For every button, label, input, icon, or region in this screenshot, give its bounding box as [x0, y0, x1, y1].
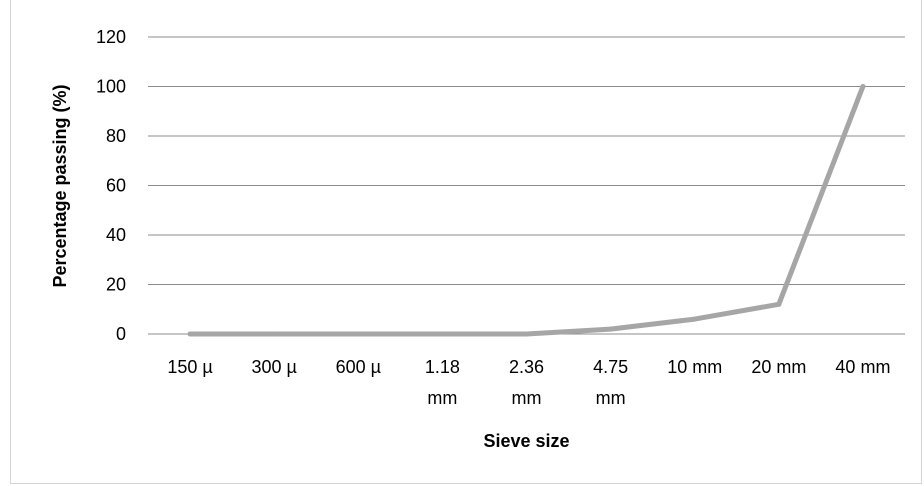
y-tick-label: 80 [106, 126, 126, 146]
data-point [608, 326, 614, 332]
data-point [439, 331, 445, 337]
x-tick-label: 2.36 mm [509, 357, 544, 408]
x-axis-ticks: 150 µ 300 µ 600 µ 1.18 mm 2.36 mm 4.75 mm 10 mm 20… [167, 357, 890, 408]
x-tick-label: 20 mm [751, 357, 806, 377]
y-tick-label: 100 [96, 77, 126, 97]
y-tick-label: 20 [106, 275, 126, 295]
data-point [187, 331, 193, 337]
data-point [355, 331, 361, 337]
data-point [524, 331, 529, 337]
y-tick-label: 120 [96, 27, 126, 47]
y-tick-label: 60 [106, 176, 126, 196]
x-tick-label: 600 µ [336, 357, 381, 377]
x-tick-label: 150 µ [167, 357, 212, 377]
chart-frame [10, 0, 922, 484]
x-tick-label: 300 µ [251, 357, 296, 377]
series-layer [187, 84, 866, 337]
data-point [860, 84, 866, 89]
y-tick-label: 40 [106, 225, 126, 245]
x-axis-title: Sieve size [483, 431, 569, 451]
x-tick-label: 1.18 mm [425, 357, 460, 408]
x-tick-label: 10 mm [667, 357, 722, 377]
series-line [187, 84, 866, 337]
data-point [776, 301, 782, 307]
y-axis-title: Percentage passing (%) [50, 84, 70, 287]
x-tick-label: 4.75 mm [593, 357, 628, 408]
y-tick-label: 0 [116, 324, 126, 344]
x-tick-label: 40 mm [835, 357, 890, 377]
gridlines [148, 36, 905, 335]
data-point [692, 316, 698, 322]
data-point [271, 331, 277, 337]
y-axis-ticks: 0 20 40 60 80 100 120 [96, 27, 126, 344]
